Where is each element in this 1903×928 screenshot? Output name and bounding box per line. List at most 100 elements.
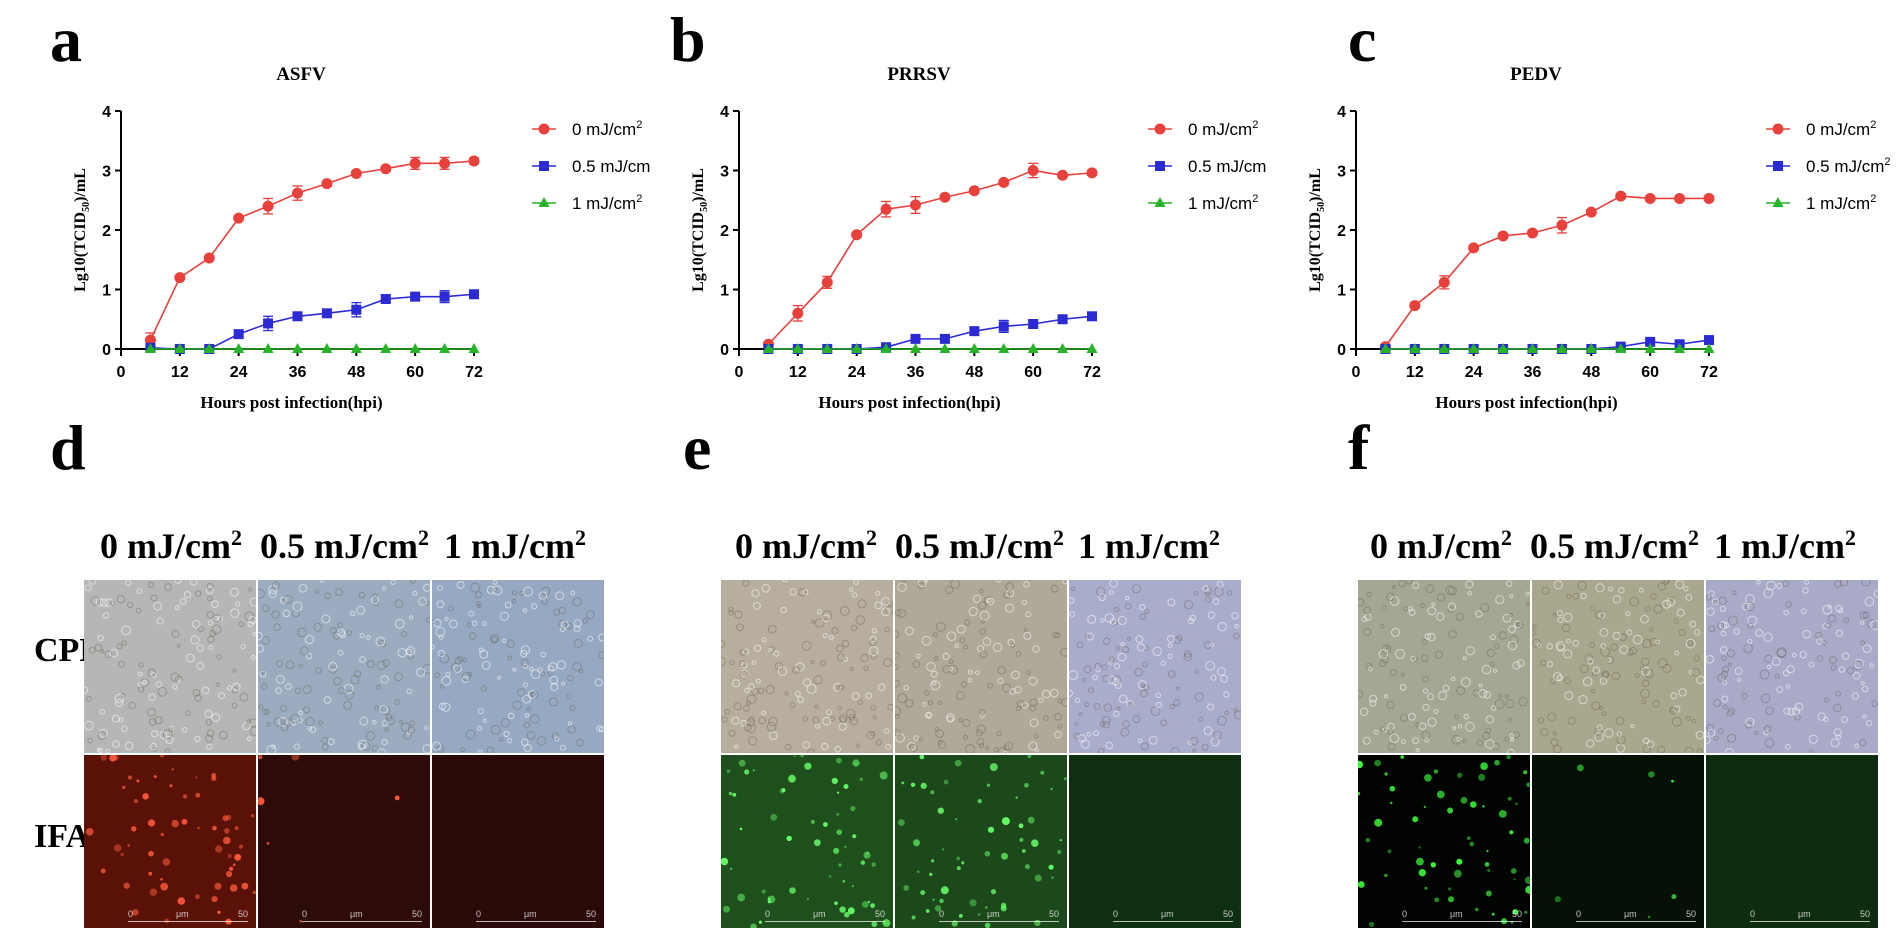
x-tick-label: 60 <box>1641 364 1659 381</box>
row-label-ifa: IFA <box>34 818 91 855</box>
legend-marker <box>1772 123 1784 135</box>
series-1 <box>145 289 479 354</box>
series-line <box>768 315 1093 350</box>
data-point <box>321 308 332 319</box>
ifa-texture <box>432 755 604 928</box>
ifa-texture <box>1069 755 1241 928</box>
legend-entry: 1 mJ/cm2 <box>1766 193 1876 213</box>
data-point <box>262 343 274 353</box>
data-point <box>380 163 392 175</box>
data-point <box>792 307 804 319</box>
legend-marker <box>538 123 550 135</box>
ifa-texture <box>897 755 1067 928</box>
cpe-micrograph <box>1358 580 1530 753</box>
data-point <box>321 343 333 353</box>
data-point <box>1086 343 1098 353</box>
legend-entry: 0.5 mJ/cm <box>532 157 650 176</box>
data-point <box>1615 343 1627 353</box>
ifa-micrograph: 0 μm 50 <box>721 755 893 928</box>
data-point <box>409 157 421 169</box>
scale-bar-label: μm <box>1798 909 1811 919</box>
series-2 <box>762 343 1098 353</box>
column-label: 0 mJ/cm2 <box>1370 525 1512 566</box>
legend-marker <box>1154 197 1166 207</box>
ifa-texture <box>1554 764 1677 919</box>
scale-bar-label: 50 <box>874 909 885 919</box>
data-point <box>1556 219 1568 231</box>
data-point <box>910 199 921 211</box>
legend-entry: 0 mJ/cm2 <box>532 119 642 139</box>
ifa-micrograph: 0 μm 50 <box>432 755 604 928</box>
data-point <box>998 343 1010 353</box>
data-point <box>1057 169 1069 181</box>
data-point <box>351 304 362 315</box>
data-point <box>821 343 833 353</box>
x-tick-label: 48 <box>347 364 365 381</box>
scale-bar-label: 0 <box>939 909 945 919</box>
y-tick-label: 2 <box>1337 223 1346 240</box>
data-point <box>998 321 1009 332</box>
data-point <box>233 212 245 224</box>
x-tick-label: 72 <box>1700 364 1718 381</box>
data-point <box>880 343 892 353</box>
y-axis-label: Lg10(TCID50)/mL <box>1307 168 1327 292</box>
data-point <box>1409 300 1421 312</box>
data-point <box>1527 343 1538 353</box>
data-point <box>939 191 951 203</box>
cpe-micrograph <box>84 580 256 753</box>
data-point <box>1615 190 1627 202</box>
data-point <box>1438 343 1450 353</box>
data-point <box>851 343 863 353</box>
scale-bar-label: μm <box>176 909 189 919</box>
series-line <box>1385 339 1710 350</box>
y-tick-label: 3 <box>720 164 729 181</box>
ifa-texture <box>1358 755 1530 927</box>
column-label: 0.5 mJ/cm2 <box>1530 525 1699 566</box>
scale-bar-label: 0 <box>1402 909 1408 919</box>
scale-bar: 0 μm 50 <box>765 909 885 922</box>
scale-bar: 0 μm 50 <box>1402 909 1522 922</box>
scale-bar-label: 50 <box>237 909 248 919</box>
column-label: 1 mJ/cm2 <box>444 525 586 566</box>
cpe-texture <box>1358 580 1530 753</box>
data-point <box>1028 319 1039 330</box>
cpe-texture <box>721 580 893 753</box>
cpe-micrograph <box>258 580 430 753</box>
data-point <box>233 329 244 340</box>
cpe-micrograph <box>1532 580 1704 753</box>
scale-bar-label: 50 <box>1222 909 1233 919</box>
data-point <box>350 167 362 179</box>
data-point <box>1704 335 1714 346</box>
data-point <box>1585 206 1597 218</box>
y-tick-label: 2 <box>720 223 729 240</box>
x-tick-label: 0 <box>117 364 126 381</box>
scale-bar-label: μm <box>524 909 537 919</box>
cpe-texture <box>258 580 430 753</box>
y-tick-label: 1 <box>102 283 111 300</box>
cpe-texture <box>1706 580 1878 753</box>
scale-bar-label: μm <box>1161 909 1174 919</box>
data-point <box>350 343 362 353</box>
data-point <box>1027 165 1039 176</box>
data-point <box>1644 192 1656 204</box>
data-point <box>939 343 951 353</box>
panel-letter-e: e <box>683 412 712 483</box>
scale-bar-label: μm <box>1450 909 1463 919</box>
data-point <box>292 311 303 322</box>
data-point <box>439 157 451 169</box>
data-point <box>1057 314 1068 325</box>
x-tick-label: 12 <box>1406 364 1424 381</box>
data-point <box>439 343 451 353</box>
scale-bar-label: μm <box>987 909 1000 919</box>
scale-bar-label: μm <box>350 909 363 919</box>
scale-bar: 0 μm 50 <box>939 909 1059 922</box>
x-tick-label: 24 <box>1465 364 1483 381</box>
cpe-micrograph <box>1069 580 1241 753</box>
data-point <box>380 294 391 305</box>
legend-marker <box>1155 161 1165 171</box>
scale-bar-label: 50 <box>1048 909 1059 919</box>
legend-label: 0 mJ/cm2 <box>1188 119 1258 139</box>
series-2 <box>1379 343 1715 353</box>
column-label: 0 mJ/cm2 <box>100 525 242 566</box>
data-point <box>939 333 950 344</box>
